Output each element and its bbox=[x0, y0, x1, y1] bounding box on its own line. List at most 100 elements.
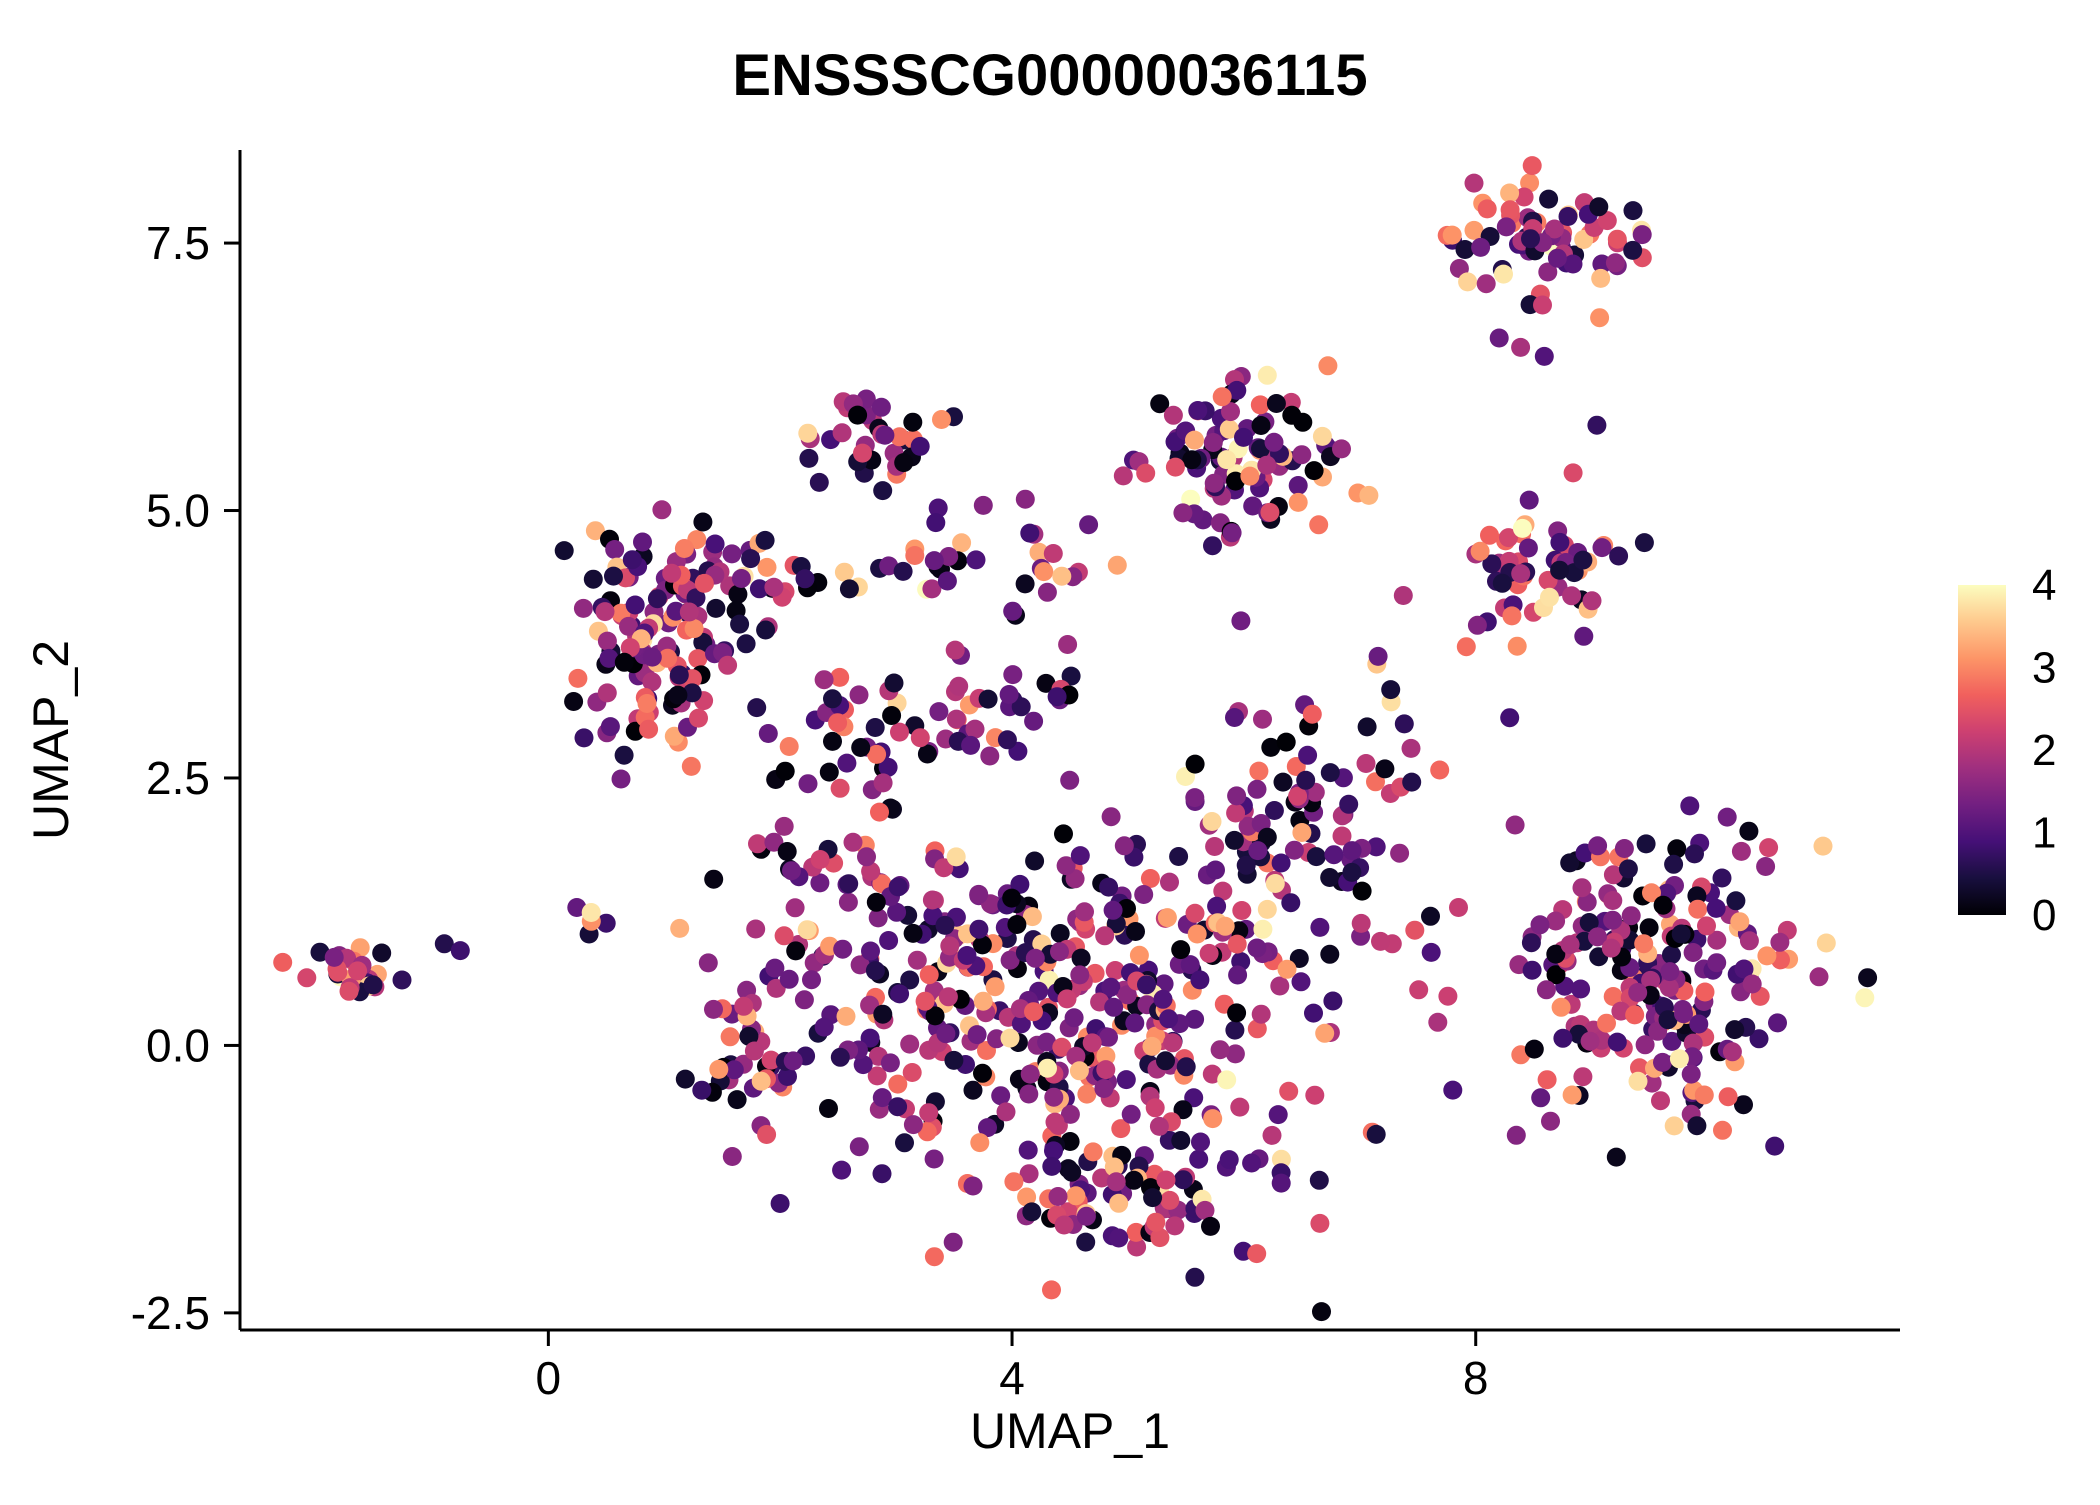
scatter-point bbox=[758, 724, 778, 743]
scatter-point bbox=[693, 632, 713, 652]
scatter-point bbox=[888, 877, 908, 897]
scatter-point bbox=[917, 744, 937, 764]
scatter-point bbox=[1651, 1091, 1670, 1111]
scatter-point bbox=[1731, 841, 1751, 861]
scatter-point bbox=[1573, 1067, 1593, 1087]
scatter-point bbox=[1689, 1014, 1709, 1034]
scatter-point bbox=[1022, 907, 1042, 927]
scatter-point bbox=[1304, 1003, 1323, 1023]
scatter-point bbox=[1499, 528, 1518, 548]
scatter-point bbox=[1015, 574, 1035, 594]
scatter-point bbox=[1169, 847, 1189, 866]
scatter-point bbox=[1160, 1190, 1180, 1210]
scatter-point bbox=[1268, 1105, 1288, 1125]
scatter-point bbox=[1015, 489, 1035, 509]
scatter-point bbox=[1004, 1172, 1024, 1192]
scatter-point bbox=[900, 970, 920, 990]
scatter-point bbox=[765, 958, 785, 978]
scatter-point bbox=[774, 926, 794, 946]
scatter-point bbox=[1153, 989, 1173, 1009]
scatter-point bbox=[698, 953, 718, 973]
scatter-point bbox=[934, 858, 954, 878]
scatter-point bbox=[1530, 915, 1550, 935]
scatter-point bbox=[1096, 1046, 1116, 1066]
scatter-point bbox=[1217, 1070, 1237, 1090]
scatter-point bbox=[1607, 229, 1627, 249]
x-tick-label: 8 bbox=[1463, 1352, 1489, 1404]
scatter-point bbox=[1603, 865, 1623, 885]
scatter-point bbox=[973, 1063, 992, 1083]
scatter-point bbox=[830, 1047, 850, 1067]
scatter-point bbox=[1106, 1172, 1126, 1192]
scatter-point bbox=[1054, 824, 1073, 844]
scatter-point bbox=[1642, 1073, 1662, 1093]
scatter-point bbox=[1127, 1237, 1147, 1257]
scatter-point bbox=[1597, 1013, 1616, 1033]
scatter-point bbox=[670, 918, 690, 938]
scatter-point bbox=[1052, 1037, 1072, 1057]
scatter-point bbox=[870, 802, 889, 822]
scatter-point bbox=[1185, 430, 1204, 450]
scatter-point bbox=[1225, 1044, 1245, 1064]
scatter-point bbox=[1506, 1125, 1526, 1145]
scatter-point bbox=[973, 495, 993, 515]
scatter-point bbox=[946, 847, 966, 867]
scatter-point bbox=[1770, 932, 1790, 952]
scatter-point bbox=[1357, 717, 1377, 737]
scatter-point bbox=[987, 1029, 1006, 1049]
scatter-point bbox=[1368, 646, 1388, 666]
scatter-point bbox=[1539, 189, 1559, 209]
scatter-point bbox=[706, 598, 726, 618]
scatter-point bbox=[1749, 1029, 1769, 1049]
scatter-point bbox=[1257, 827, 1277, 847]
scatter-point bbox=[1261, 737, 1281, 757]
scatter-point bbox=[1250, 395, 1270, 415]
scatter-point bbox=[1163, 1033, 1183, 1053]
scatter-point bbox=[1662, 1031, 1682, 1051]
scatter-point bbox=[1025, 948, 1045, 968]
scatter-point bbox=[761, 1050, 781, 1070]
scatter-point bbox=[1718, 1087, 1738, 1107]
scatter-point bbox=[1505, 815, 1525, 835]
scatter-point bbox=[1134, 885, 1154, 904]
y-axis-label: UMAP_2 bbox=[23, 640, 79, 840]
scatter-point bbox=[1017, 1187, 1037, 1207]
scatter-point bbox=[1171, 1131, 1191, 1150]
scatter-point bbox=[1531, 1088, 1551, 1108]
scatter-point bbox=[619, 616, 638, 636]
scatter-point bbox=[1157, 908, 1177, 928]
scatter-point bbox=[1165, 1216, 1185, 1236]
scatter-point bbox=[1470, 541, 1490, 561]
scatter-point bbox=[963, 1080, 983, 1100]
scatter-point bbox=[1038, 1058, 1057, 1078]
scatter-point bbox=[1075, 902, 1094, 922]
scatter-point bbox=[830, 778, 850, 798]
scatter-point bbox=[1045, 1112, 1065, 1132]
scatter-point bbox=[642, 647, 662, 667]
scatter-point bbox=[1605, 253, 1625, 273]
scatter-point bbox=[1226, 471, 1245, 491]
scatter-point bbox=[884, 673, 904, 693]
scatter-point bbox=[770, 1194, 790, 1213]
scatter-point bbox=[836, 1006, 856, 1026]
scatter-point bbox=[794, 990, 814, 1010]
scatter-point bbox=[946, 709, 966, 729]
scatter-point bbox=[1092, 1168, 1112, 1188]
scatter-point bbox=[1560, 935, 1580, 955]
scatter-point bbox=[1142, 1036, 1162, 1056]
scatter-point bbox=[823, 689, 842, 709]
scatter-point bbox=[940, 936, 960, 956]
scatter-point bbox=[1467, 615, 1487, 635]
scatter-point bbox=[1768, 1013, 1787, 1033]
x-tick-label: 0 bbox=[536, 1352, 562, 1404]
scatter-point bbox=[1058, 635, 1078, 654]
scatter-point bbox=[1550, 532, 1570, 552]
scatter-point bbox=[734, 996, 754, 1016]
scatter-point bbox=[724, 1060, 744, 1080]
scatter-point bbox=[879, 931, 899, 950]
scatter-point bbox=[945, 640, 965, 660]
scatter-point bbox=[1356, 754, 1376, 773]
scatter-point bbox=[1185, 1267, 1205, 1287]
scatter-point bbox=[1477, 199, 1497, 219]
scatter-point bbox=[709, 1059, 729, 1079]
